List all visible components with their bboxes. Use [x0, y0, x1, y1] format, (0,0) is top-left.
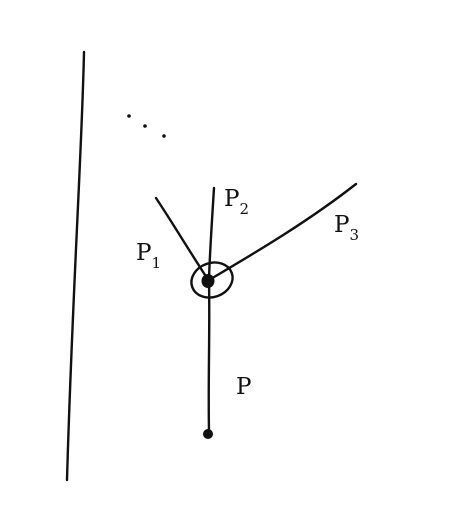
label-p2-sub: 2 [239, 200, 249, 218]
branch-p2 [207, 186, 216, 280]
ellipsis-dot [162, 134, 166, 138]
label-p1-base: P [136, 240, 151, 266]
label-p2-base: P [224, 186, 239, 212]
junction-node [201, 274, 215, 288]
label-p-base: P [236, 374, 251, 400]
ellipsis-dot [143, 124, 147, 128]
label-p3-base: P [334, 212, 349, 238]
branch-p3 [207, 182, 358, 282]
label-p3: P3 [334, 212, 359, 244]
vertical-boundary-line [65, 50, 86, 482]
ellipsis-dots [127, 114, 166, 138]
label-p1: P1 [136, 240, 161, 272]
branch-p1 [154, 196, 209, 280]
label-p2: P2 [224, 186, 249, 218]
label-p1-sub: 1 [151, 254, 161, 272]
label-p3-sub: 3 [349, 226, 359, 244]
ellipsis-dot [127, 114, 131, 118]
path-p-trunk [207, 280, 211, 434]
label-p: P [236, 374, 251, 400]
junction-ellipse [190, 261, 234, 299]
end-node [203, 429, 213, 439]
